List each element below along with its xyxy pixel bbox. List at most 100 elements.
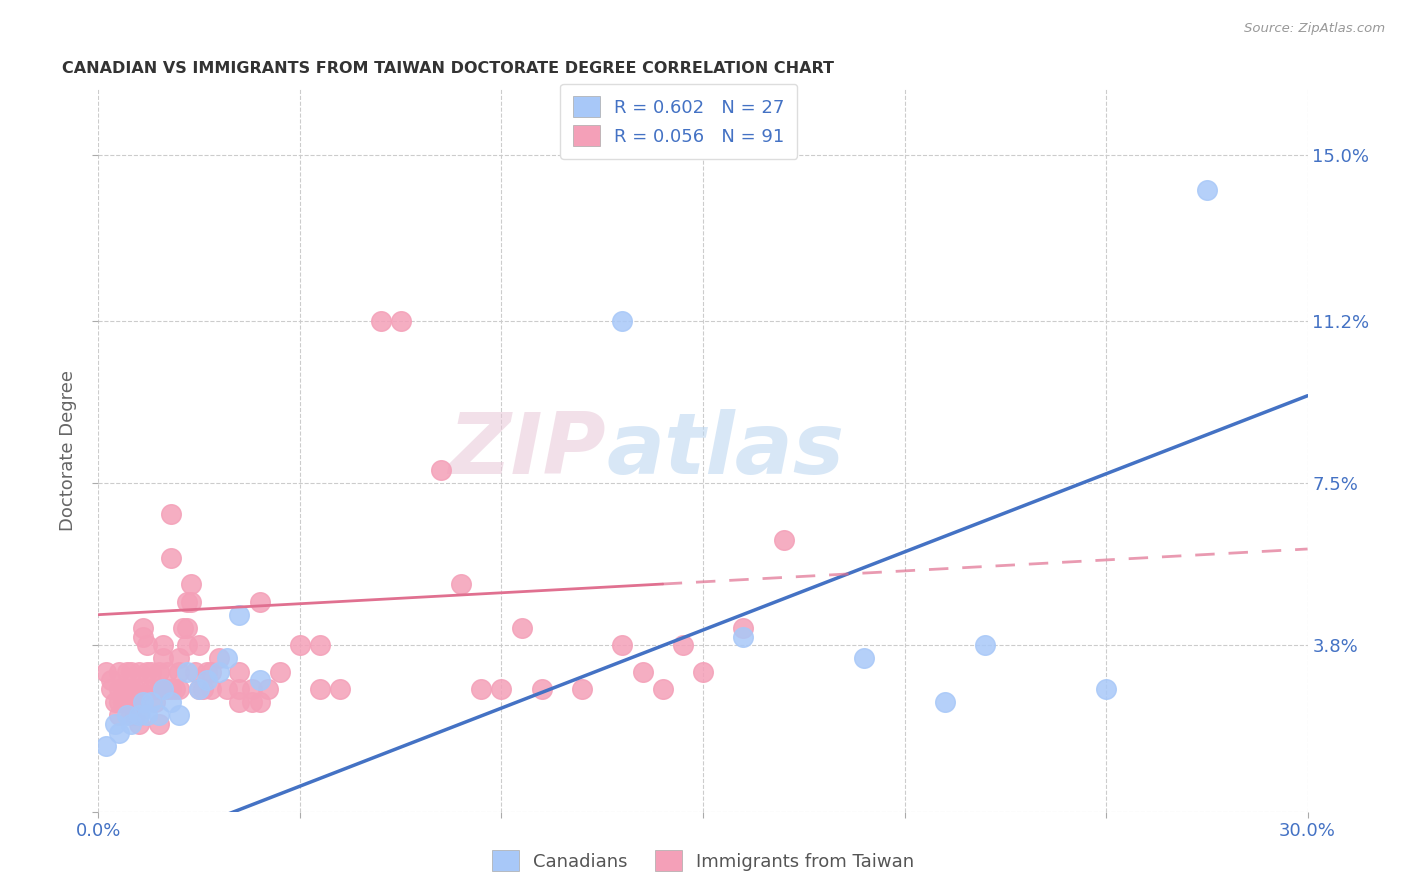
Point bbox=[107, 682, 129, 697]
Point bbox=[132, 621, 155, 635]
Point bbox=[934, 695, 956, 709]
Point bbox=[139, 682, 162, 697]
Point bbox=[167, 682, 190, 697]
Point bbox=[135, 638, 157, 652]
Point bbox=[195, 665, 218, 679]
Text: CANADIAN VS IMMIGRANTS FROM TAIWAN DOCTORATE DEGREE CORRELATION CHART: CANADIAN VS IMMIGRANTS FROM TAIWAN DOCTO… bbox=[62, 61, 834, 76]
Point bbox=[188, 682, 211, 697]
Point bbox=[120, 717, 142, 731]
Point bbox=[249, 695, 271, 709]
Point bbox=[107, 665, 129, 679]
Point bbox=[128, 695, 150, 709]
Point bbox=[772, 533, 794, 548]
Point bbox=[188, 682, 211, 697]
Point bbox=[217, 682, 239, 697]
Point bbox=[228, 682, 250, 697]
Point bbox=[240, 695, 263, 709]
Point bbox=[132, 630, 155, 644]
Y-axis label: Doctorate Degree: Doctorate Degree bbox=[59, 370, 77, 531]
Point bbox=[96, 739, 118, 753]
Point bbox=[672, 638, 695, 652]
Point bbox=[184, 665, 207, 679]
Point bbox=[329, 682, 352, 697]
Point bbox=[124, 695, 146, 709]
Point bbox=[208, 651, 231, 665]
Point bbox=[107, 726, 129, 740]
Point bbox=[430, 463, 453, 477]
Point bbox=[160, 550, 183, 565]
Point bbox=[491, 682, 513, 697]
Point bbox=[143, 695, 166, 709]
Point bbox=[200, 665, 222, 679]
Point bbox=[470, 682, 492, 697]
Point bbox=[217, 651, 239, 665]
Point bbox=[115, 682, 138, 697]
Point bbox=[148, 665, 170, 679]
Point bbox=[115, 708, 138, 723]
Point bbox=[651, 682, 673, 697]
Point bbox=[128, 708, 150, 723]
Legend: R = 0.602   N = 27, R = 0.056   N = 91: R = 0.602 N = 27, R = 0.056 N = 91 bbox=[560, 84, 797, 159]
Point bbox=[1195, 183, 1218, 197]
Point bbox=[309, 638, 332, 652]
Point bbox=[152, 682, 174, 697]
Point bbox=[309, 682, 332, 697]
Point bbox=[193, 682, 215, 697]
Point bbox=[152, 651, 174, 665]
Point bbox=[148, 717, 170, 731]
Point bbox=[288, 638, 311, 652]
Point bbox=[612, 638, 634, 652]
Point bbox=[120, 695, 142, 709]
Point bbox=[160, 682, 183, 697]
Point bbox=[571, 682, 593, 697]
Point bbox=[733, 621, 755, 635]
Text: Source: ZipAtlas.com: Source: ZipAtlas.com bbox=[1244, 22, 1385, 36]
Point bbox=[160, 695, 183, 709]
Point bbox=[148, 708, 170, 723]
Point bbox=[530, 682, 553, 697]
Point bbox=[128, 665, 150, 679]
Point bbox=[96, 665, 118, 679]
Point bbox=[450, 577, 472, 591]
Point bbox=[612, 314, 634, 328]
Point bbox=[124, 682, 146, 697]
Point bbox=[974, 638, 997, 652]
Point bbox=[139, 695, 162, 709]
Point bbox=[167, 651, 190, 665]
Point bbox=[103, 695, 125, 709]
Point bbox=[228, 665, 250, 679]
Point bbox=[156, 682, 179, 697]
Point bbox=[200, 682, 222, 697]
Point bbox=[163, 682, 186, 697]
Point bbox=[124, 708, 146, 723]
Point bbox=[853, 651, 876, 665]
Point bbox=[180, 594, 202, 608]
Point bbox=[195, 673, 218, 688]
Point bbox=[120, 682, 142, 697]
Point bbox=[176, 621, 198, 635]
Point bbox=[107, 708, 129, 723]
Point bbox=[208, 665, 231, 679]
Point bbox=[132, 695, 155, 709]
Point bbox=[160, 507, 183, 521]
Text: atlas: atlas bbox=[606, 409, 845, 492]
Point bbox=[111, 682, 134, 697]
Point bbox=[103, 717, 125, 731]
Point bbox=[510, 621, 533, 635]
Point bbox=[135, 708, 157, 723]
Point bbox=[135, 665, 157, 679]
Point bbox=[176, 665, 198, 679]
Point bbox=[176, 594, 198, 608]
Point bbox=[143, 682, 166, 697]
Point bbox=[148, 682, 170, 697]
Point bbox=[156, 665, 179, 679]
Point bbox=[692, 665, 714, 679]
Point bbox=[120, 665, 142, 679]
Point bbox=[115, 695, 138, 709]
Point bbox=[249, 594, 271, 608]
Point bbox=[115, 665, 138, 679]
Point bbox=[631, 665, 654, 679]
Point bbox=[188, 638, 211, 652]
Point bbox=[249, 673, 271, 688]
Point bbox=[389, 314, 412, 328]
